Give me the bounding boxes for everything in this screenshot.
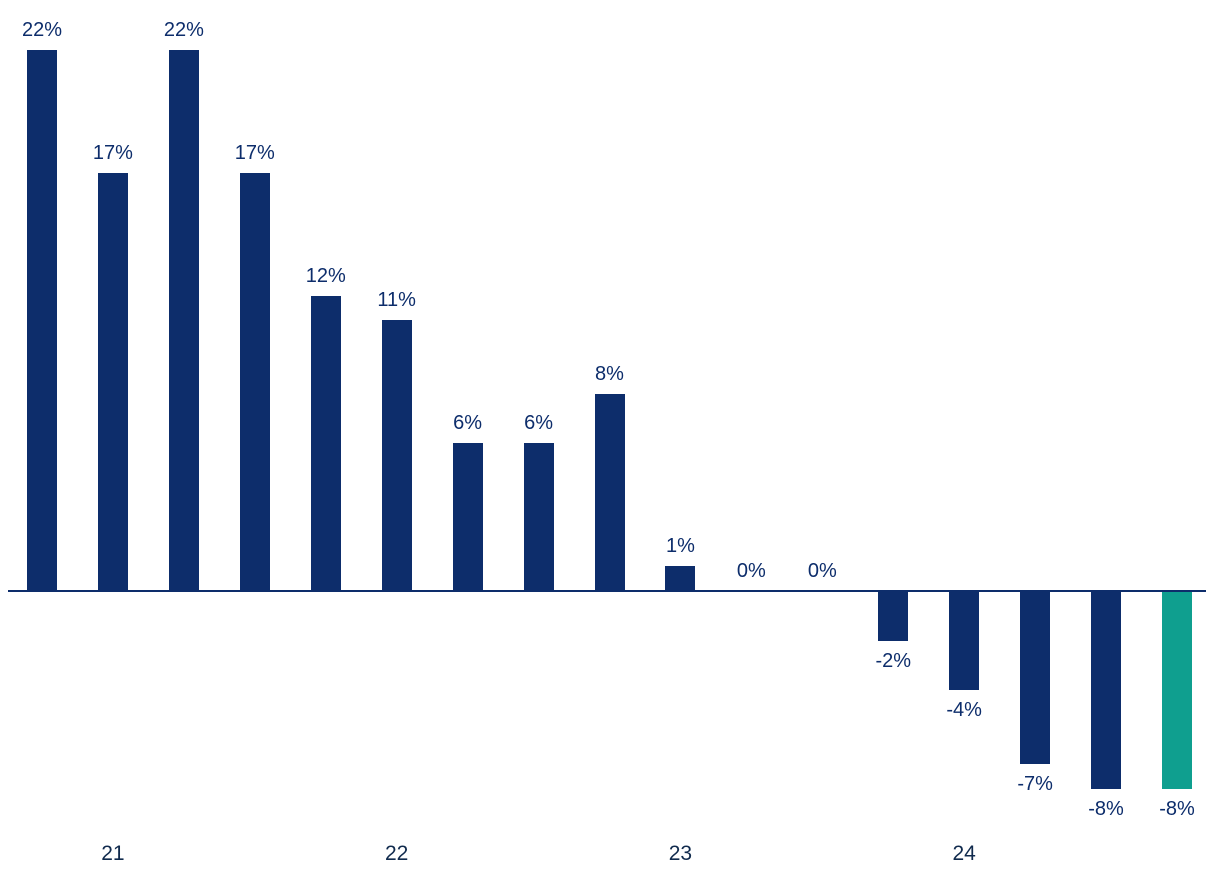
bar	[310, 295, 341, 591]
bar-value-label: -8%	[1159, 797, 1195, 820]
bar-value-label: 22%	[163, 18, 204, 41]
bar-value-label: 6%	[453, 412, 483, 435]
bar-value-label: 11%	[377, 289, 416, 312]
bar-value-label: 0%	[807, 560, 837, 582]
bar-value-label: -7%	[1017, 773, 1053, 796]
bar-value-label: 22%	[21, 18, 63, 41]
bar	[97, 172, 128, 591]
bar	[27, 49, 57, 591]
x-axis-tick-label: 21	[101, 842, 125, 865]
bar	[523, 443, 554, 591]
bar-value-label: 6%	[524, 412, 554, 435]
x-axis-tick-label: 22	[385, 842, 409, 865]
bar-value-label: 1%	[665, 535, 695, 558]
bar	[1162, 592, 1192, 789]
bar	[452, 443, 483, 591]
bar	[381, 320, 412, 591]
bar	[239, 172, 270, 591]
bar	[168, 49, 199, 591]
x-axis-tick-label: 23	[668, 842, 693, 865]
bar-value-label: 17%	[234, 141, 275, 164]
bar-value-label: -4%	[946, 699, 982, 722]
bar-value-label: -2%	[875, 650, 912, 673]
bar-value-label: -8%	[1088, 797, 1124, 820]
bar	[665, 566, 696, 591]
bar	[594, 394, 625, 591]
bar	[878, 592, 909, 642]
bar	[1091, 592, 1122, 789]
bar-value-label: 8%	[595, 363, 624, 386]
bar-value-label: 12%	[305, 264, 346, 287]
bar-value-label: 0%	[736, 560, 766, 582]
bar	[949, 592, 980, 691]
x-axis-tick-label: 24	[952, 842, 976, 865]
bar	[1020, 592, 1051, 765]
zero-axis-line	[8, 590, 1206, 592]
bar-value-label: 17%	[92, 141, 133, 164]
